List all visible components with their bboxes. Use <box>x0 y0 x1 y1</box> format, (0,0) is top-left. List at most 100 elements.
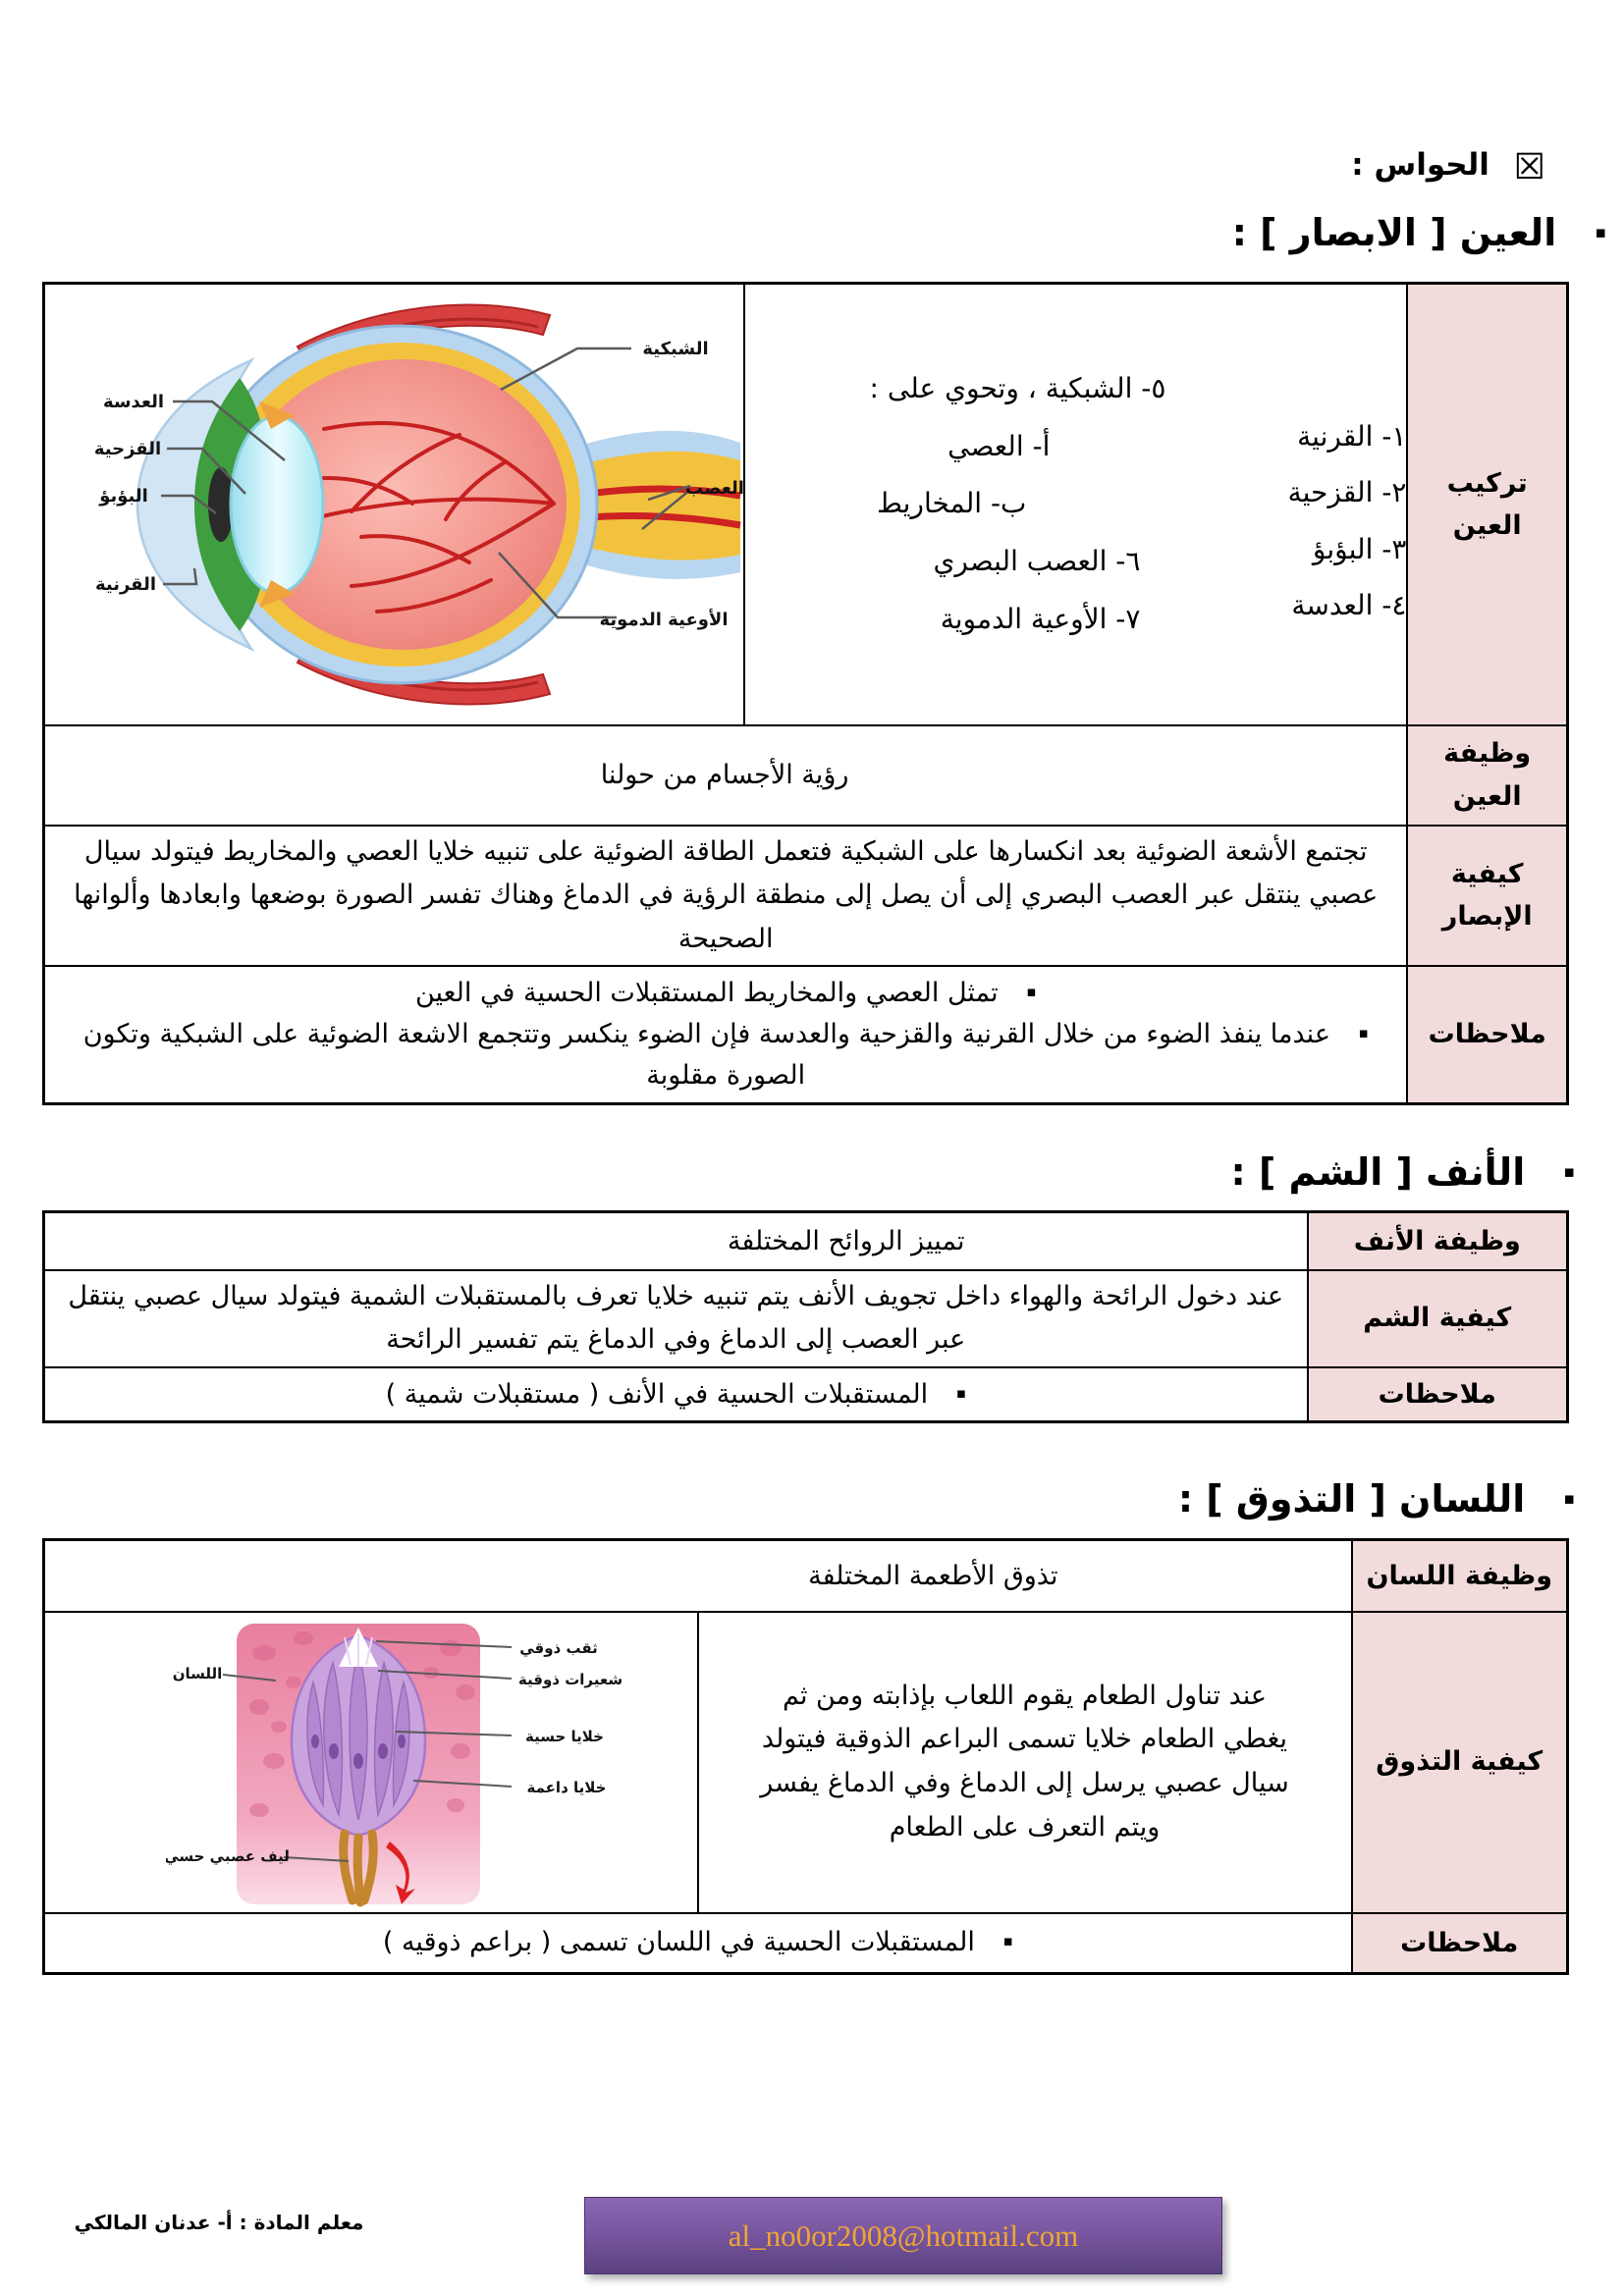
tongue-labels: ثقب ذوقي شعيرات ذوقية خلايا حسية خلايا د… <box>166 1639 623 1865</box>
red-arrow <box>385 1841 415 1904</box>
tongue-function-content: تذوق الأطعمة المختلفة <box>42 1538 1353 1613</box>
retina-vessels <box>301 420 556 614</box>
tongue-label-nerve-fiber: ليف عصبي حسي <box>166 1847 290 1865</box>
tongue-notes-row: ملاحظات ▪ المستقبلات الحسية في اللسان تس… <box>42 1911 1569 1975</box>
ciliary-bottom <box>258 579 295 608</box>
eye-structure-lists-cell: ١- القرنية ٢- القزحية ٣- البؤبؤ ٤- العدس… <box>742 282 1409 726</box>
list-item: ٥- الشبكية ، وتحوي على : <box>869 371 1166 404</box>
eye-parts-list-1-4: ١- القرنية ٢- القزحية ٣- البؤبؤ ٤- العدس… <box>1224 408 1407 634</box>
nose-function-row: وظيفة الأنف تمييز الروائح المختلفة <box>42 1210 1569 1271</box>
square-bullet-icon: ▪ <box>1358 1023 1369 1041</box>
email-address: al_no0or2008@hotmail.com <box>728 2217 1079 2253</box>
pupil-shape <box>207 466 234 542</box>
tongue-section-heading: ▪ اللسان [ التذوق ] : <box>1177 1477 1576 1521</box>
nose-section-heading: ▪ الأنف [ الشم ] : <box>1230 1150 1576 1194</box>
square-bullet-icon: ▪ <box>1563 1162 1575 1182</box>
note-line: ▪ عندما ينفذ الضوء من خلال القرنية والقز… <box>82 1018 1369 1091</box>
list-item: ٤- العدسة <box>1291 589 1407 622</box>
eye-label-lens: العدسة <box>103 392 164 412</box>
eye-label-iris: القزحية <box>94 439 161 459</box>
note-line: ▪ تمثل العصي والمخاريط المستقبلات الحسية… <box>414 978 1037 1009</box>
square-bullet-icon: ▪ <box>1002 1932 1013 1950</box>
tongue-diagram-cell: ثقب ذوقي شعيرات ذوقية خلايا حسية خلايا د… <box>42 1610 699 1914</box>
email-banner: al_no0or2008@hotmail.com <box>584 2197 1222 2274</box>
tongue-label-hairs: شعيرات ذوقية <box>517 1671 622 1688</box>
list-item: ٢- القزحية <box>1287 476 1407 509</box>
nose-smell-content: عند دخول الرائحة والهواء داخل تجويف الأن… <box>42 1268 1309 1368</box>
tongue-heading-label: اللسان [ التذوق ] : <box>1177 1477 1526 1521</box>
eye-section-heading: ▪ العين [ الابصار ] : <box>1232 211 1607 254</box>
eye-table: تركيب العين ١- القرنية ٢- القزحية ٣- الب… <box>42 282 1569 1105</box>
eye-label-cornea: القرنية <box>95 574 156 595</box>
nose-notes-content: ▪ المستقبلات الحسية في الأنف ( مستقبلات … <box>42 1365 1309 1423</box>
list-item: ٧- الأوعية الدموية <box>940 602 1141 635</box>
note-line: ▪ المستقبلات الحسية في الأنف ( مستقبلات … <box>385 1378 966 1410</box>
note-line: ▪ المستقبلات الحسية في اللسان تسمى ( برا… <box>382 1927 1013 1958</box>
eye-function-content: رؤية الأجسام من حولنا <box>42 723 1409 827</box>
nose-function-content: تمييز الروائح المختلفة <box>42 1210 1309 1271</box>
tissue-texture <box>248 1630 475 1817</box>
tongue-table: وظيفة اللسان تذوق الأطعمة المختلفة كيفية… <box>42 1538 1569 1975</box>
eye-function-header: وظيفة العين <box>1406 723 1569 827</box>
eye-labels: الشبكية العصب الأوعية الدموية العدسة الق… <box>94 339 743 630</box>
eye-parts-list-5-7: ٥- الشبكية ، وتحوي على : أ- العصي ب- الم… <box>745 360 1224 649</box>
taste-hairs <box>343 1632 373 1667</box>
tongue-notes-content: ▪ المستقبلات الحسية في اللسان تسمى ( برا… <box>42 1911 1353 1975</box>
square-bullet-icon: ▪ <box>1026 983 1037 1001</box>
eye-vision-row: كيفية الإبصار تجتمع الأشعة الضوئية بعد ا… <box>42 824 1569 968</box>
eye-anatomy-diagram: الشبكية العصب الأوعية الدموية العدسة الق… <box>94 303 743 706</box>
checkbox-x-icon: ☒ <box>1513 147 1545 187</box>
list-item: ١- القرنية <box>1297 419 1407 453</box>
ciliary-top <box>258 400 295 429</box>
eye-notes-row: ملاحظات ▪ تمثل العصي والمخاريط المستقبلا… <box>42 965 1569 1105</box>
eye-vision-header: كيفية الإبصار <box>1406 824 1569 968</box>
tongue-function-header: وظيفة اللسان <box>1350 1538 1569 1613</box>
nose-function-header: وظيفة الأنف <box>1306 1210 1569 1271</box>
eye-label-vessels: الأوعية الدموية <box>599 609 728 630</box>
nose-table: وظيفة الأنف تمييز الروائح المختلفة كيفية… <box>42 1210 1569 1424</box>
nose-smell-header: كيفية الشم <box>1306 1268 1569 1368</box>
leader-lines <box>160 347 691 618</box>
lens-shape <box>229 414 325 595</box>
list-item: ب- المخاريط <box>877 487 1027 520</box>
leader-lines <box>222 1639 512 1862</box>
optic-nerve <box>571 430 741 579</box>
teacher-credit: معلم المادة : أ- عدنان المالكي <box>74 2211 364 2234</box>
taste-bud-diagram: ثقب ذوقي شعيرات ذوقية خلايا حسية خلايا د… <box>166 1623 623 1906</box>
square-bullet-icon: ▪ <box>955 1383 966 1402</box>
square-bullet-icon: ▪ <box>1563 1489 1575 1509</box>
tongue-taste-content: عند تناول الطعام يقوم اللعاب بإذابته ومن… <box>696 1610 1353 1914</box>
senses-heading: ☒ الحواس : <box>1351 147 1545 187</box>
nose-notes-row: ملاحظات ▪ المستقبلات الحسية في الأنف ( م… <box>42 1365 1569 1423</box>
list-item: ٦- العصب البصري <box>933 545 1141 578</box>
tongue-label-pore: ثقب ذوقي <box>519 1639 598 1657</box>
tongue-label-tongue: اللسان <box>172 1665 222 1682</box>
tongue-label-sensory-cells: خلايا حسية <box>525 1728 604 1745</box>
eye-vision-content: تجتمع الأشعة الضوئية بعد انكسارها على ال… <box>42 824 1409 968</box>
tongue-function-row: وظيفة اللسان تذوق الأطعمة المختلفة <box>42 1538 1569 1613</box>
nose-smell-row: كيفية الشم عند دخول الرائحة والهواء داخل… <box>42 1268 1569 1368</box>
senses-heading-label: الحواس : <box>1351 147 1489 183</box>
nose-heading-label: الأنف [ الشم ] : <box>1230 1150 1527 1194</box>
tongue-notes-header: ملاحظات <box>1350 1911 1569 1975</box>
eye-notes-header: ملاحظات <box>1406 965 1569 1105</box>
eye-label-retina: الشبكية <box>642 339 708 359</box>
nose-notes-header: ملاحظات <box>1306 1365 1569 1423</box>
tongue-label-support-cells: خلايا داعمة <box>526 1779 606 1796</box>
nerve-fiber <box>338 1829 378 1906</box>
eye-notes-content: ▪ تمثل العصي والمخاريط المستقبلات الحسية… <box>42 965 1409 1105</box>
eye-diagram-cell: الشبكية العصب الأوعية الدموية العدسة الق… <box>42 282 745 726</box>
eye-function-row: وظيفة العين رؤية الأجسام من حولنا <box>42 723 1569 827</box>
list-item: ٣- البؤبؤ <box>1312 532 1407 565</box>
eye-label-nerve: العصب <box>685 478 743 499</box>
tongue-taste-row: كيفية التذوق عند تناول الطعام يقوم اللعا… <box>42 1610 1569 1914</box>
eye-structure-header: تركيب العين <box>1406 282 1569 726</box>
tongue-taste-header: كيفية التذوق <box>1350 1610 1569 1914</box>
eye-label-pupil: البؤبؤ <box>98 486 148 507</box>
list-item: أ- العصي <box>947 429 1051 462</box>
square-bullet-icon: ▪ <box>1595 223 1606 242</box>
eye-structure-lists: ١- القرنية ٢- القزحية ٣- البؤبؤ ٤- العدس… <box>745 360 1407 649</box>
eye-structure-row: تركيب العين ١- القرنية ٢- القزحية ٣- الب… <box>42 282 1569 726</box>
cell-nuclei <box>310 1734 406 1769</box>
